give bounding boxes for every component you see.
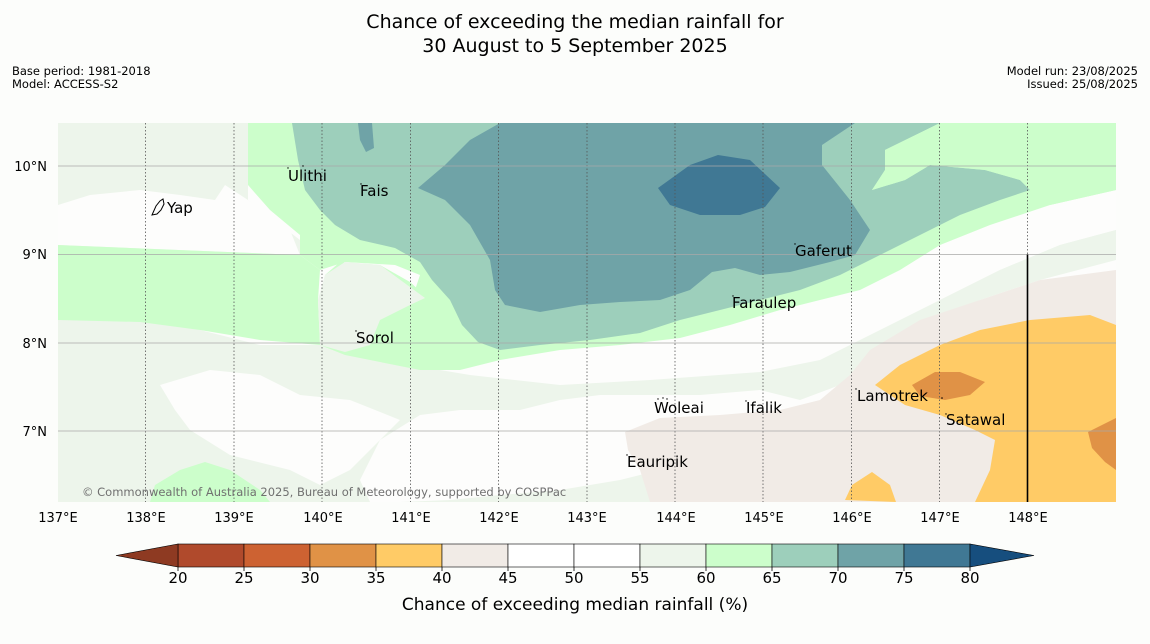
colorbar-tick-label: 40 [432,569,451,587]
lat-axis-labels: 10°N 9°N 8°N 7°N [14,160,47,440]
colorbar: 20 25 30 35 40 45 50 55 60 65 70 75 80 [115,543,1035,587]
colorbar-segment [177,543,245,568]
yap-island-shape [151,198,165,216]
colorbar-segment [903,543,971,568]
place-label-faraulep: Faraulep [732,294,796,312]
zone-60-65-west [58,245,320,345]
base-period-text: Base period: 1981-2018 [12,64,151,78]
colorbar-tick-label: 55 [630,569,649,587]
colorbar-segment [375,543,443,568]
lat-gridlines [58,165,1116,432]
issued-text: Issued: 25/08/2025 [1027,77,1138,91]
colorbar-tick-label: 60 [696,569,715,587]
lon-label: 142°E [479,511,519,526]
colorbar-tick-label: 35 [366,569,385,587]
colorbar-tick-label: 75 [894,569,913,587]
colorbar-tick-label: 45 [498,569,517,587]
lon-label: 148°E [1008,511,1048,526]
lon-label: 138°E [126,511,166,526]
lon-axis-labels: 137°E 138°E 139°E 140°E 141°E 142°E 143°… [38,511,1048,526]
colorbar-under-arrow [115,543,179,568]
lon-label: 145°E [744,511,784,526]
place-label-fais: Fais [360,182,389,200]
colorbar-tick-label: 25 [234,569,253,587]
colorbar-segment [309,543,377,568]
lon-label: 143°E [567,511,607,526]
lat-label: 10°N [14,160,47,175]
zone-55-60-sorol [318,262,425,352]
place-label-lamotrek: Lamotrek [857,387,928,405]
place-label-gaferut: Gaferut [795,242,852,260]
colorbar-segment [705,543,773,568]
place-label-woleai: Woleai [654,399,704,417]
lat-label: 8°N [23,337,48,352]
colorbar-tick-label: 20 [168,569,187,587]
colorbar-tick-label: 70 [828,569,847,587]
lon-label: 144°E [656,511,696,526]
colorbar-segment [639,543,707,568]
title-line-1: Chance of exceeding the median rainfall … [366,11,784,33]
colorbar-tick-label: 50 [564,569,583,587]
lon-label: 147°E [920,511,960,526]
colorbar-over-arrow [969,543,1035,568]
map-title: Chance of exceeding the median rainfall … [0,10,1150,58]
place-label-yap: Yap [166,199,193,217]
zone-35-40-south [845,472,896,502]
zone-30-35-lamotrek [912,372,985,400]
meta-left: Base period: 1981-2018 Model: ACCESS-S2 [12,65,151,91]
model-run-text: Model run: 23/08/2025 [1006,64,1138,78]
colorbar-segment [573,543,641,568]
lon-label: 137°E [38,511,78,526]
colorbar-segment [243,543,311,568]
place-label-ifalik: Ifalik [746,399,782,417]
lat-label: 7°N [23,425,48,440]
lat-label: 9°N [23,248,48,263]
lon-label: 146°E [832,511,872,526]
colorbar-segment [837,543,905,568]
place-labels: Ulithi Fais Yap Gaferut Faraulep Sorol W… [166,165,1005,471]
lon-label: 140°E [303,511,343,526]
zone-60-65-ne-band [872,123,1116,205]
zone-55-60-yap [88,123,248,185]
zone-75-80 [658,155,780,215]
meta-right: Model run: 23/08/2025 Issued: 25/08/2025 [1007,65,1138,91]
rainfall-map-area [58,123,1116,502]
zone-35-40-east [875,315,1116,502]
colorbar-segment [441,543,509,568]
place-label-eauripik: Eauripik [627,453,688,471]
zone-60-65-south [150,462,270,502]
zone-70-75-north [358,123,374,152]
place-label-satawal: Satawal [946,411,1005,429]
lon-label: 139°E [214,511,254,526]
colorbar-tick-label: 65 [762,569,781,587]
model-text: Model: ACCESS-S2 [12,77,119,91]
colorbar-tick-label: 80 [960,569,979,587]
zone-45-55-centre [160,370,400,485]
place-label-sorol: Sorol [356,329,394,347]
copyright-text: © Commonwealth of Australia 2025, Bureau… [82,485,566,499]
zone-45-55-west [58,185,300,255]
colorbar-label: Chance of exceeding median rainfall (%) [402,595,748,615]
colorbar-tick-label: 30 [300,569,319,587]
colorbar-segment [507,543,575,568]
title-line-2: 30 August to 5 September 2025 [422,35,728,57]
colorbar-segment [771,543,839,568]
lon-label: 141°E [391,511,431,526]
zone-45-55-east [360,260,1116,502]
place-label-ulithi: Ulithi [288,167,327,185]
